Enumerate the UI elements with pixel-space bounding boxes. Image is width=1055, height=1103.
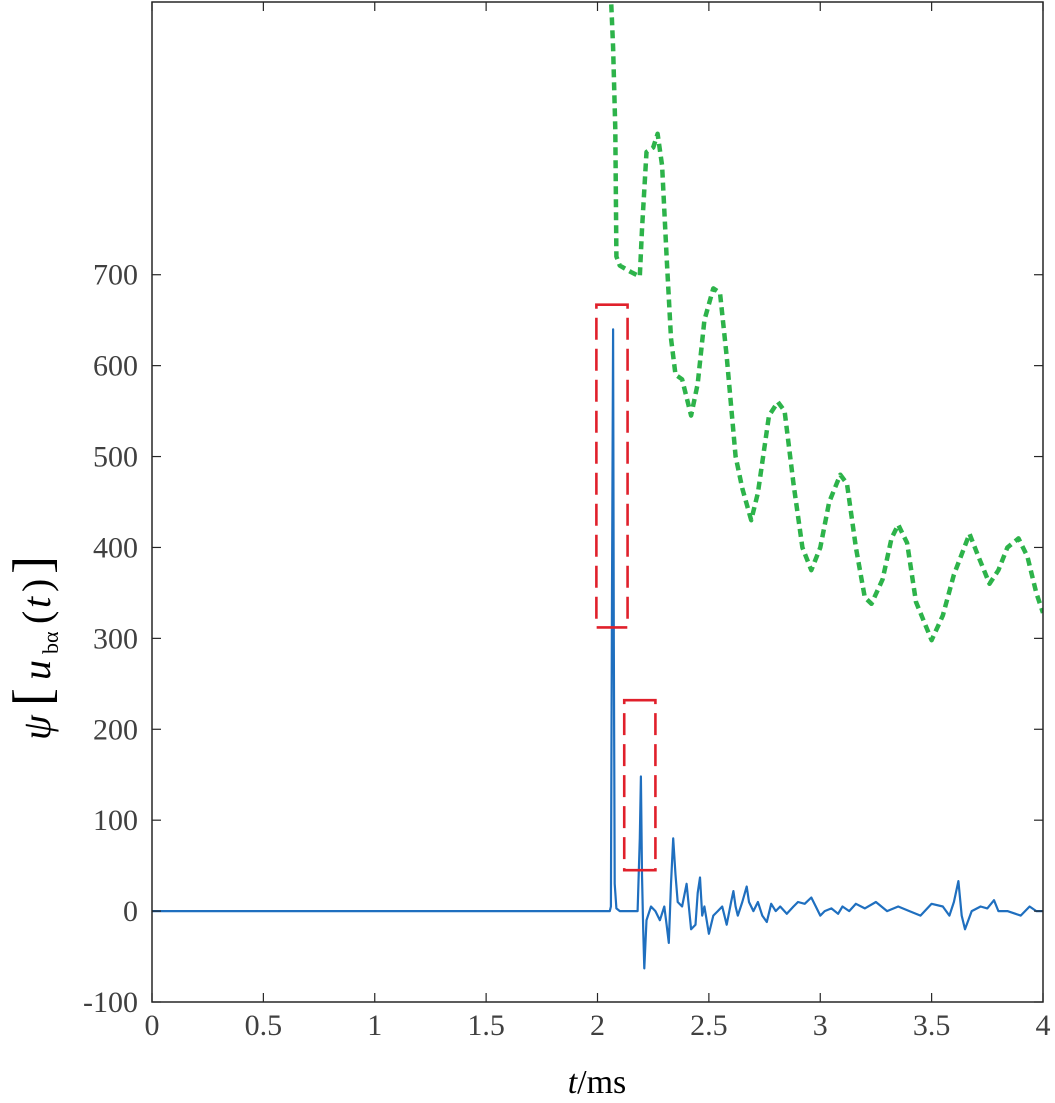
y-axis-open-paren: ( (14, 611, 59, 624)
x-tick-label: 3.5 (913, 1009, 951, 1042)
ticks-layer (151, 2, 1044, 1003)
x-tick-label: 1 (367, 1009, 382, 1042)
y-tick-label: 0 (123, 895, 138, 928)
series-solid-blue (152, 328, 1043, 970)
y-axis-subscript: bα (38, 631, 63, 654)
axis-labels-layer: 0 0.5 1 1.5 2 2.5 3 3.5 4-1000100200300400500600… (83, 259, 1051, 1042)
y-axis-close-bracket: ] (2, 556, 62, 574)
y-axis-u: u (14, 660, 59, 680)
y-tick-label: -100 (83, 986, 138, 1019)
y-tick-label: 400 (93, 531, 138, 564)
data-layer (152, 0, 1043, 970)
x-tick-label: 2.5 (690, 1009, 728, 1042)
annotation-bracket-2 (622, 698, 657, 872)
x-tick-label: 0.5 (245, 1009, 283, 1042)
y-axis-t: t (14, 596, 59, 608)
x-tick-label: 1.5 (467, 1009, 505, 1042)
x-tick-label: 4 (1036, 1009, 1051, 1042)
y-tick-label: 100 (93, 804, 138, 837)
x-axis-title: t/ms (568, 1064, 627, 1101)
y-tick-label: 500 (93, 441, 138, 474)
y-tick-label: 200 (93, 713, 138, 746)
annotation-bracket-1 (595, 303, 629, 629)
series-dotted-green (608, 0, 1043, 643)
y-axis-psi: ψ (14, 714, 59, 740)
x-tick-label: 0 (145, 1009, 160, 1042)
y-tick-label: 300 (93, 622, 138, 655)
y-tick-label: 600 (93, 350, 138, 383)
x-tick-label: 3 (813, 1009, 828, 1042)
y-tick-label: 700 (93, 259, 138, 292)
x-tick-label: 2 (590, 1009, 605, 1042)
plot-frame (151, 1, 1044, 1003)
y-axis-title: ψ [ u bα ( t ) ] (2, 556, 63, 740)
y-axis-open-bracket: [ (2, 688, 62, 706)
y-axis-close-paren: ) (14, 579, 59, 592)
